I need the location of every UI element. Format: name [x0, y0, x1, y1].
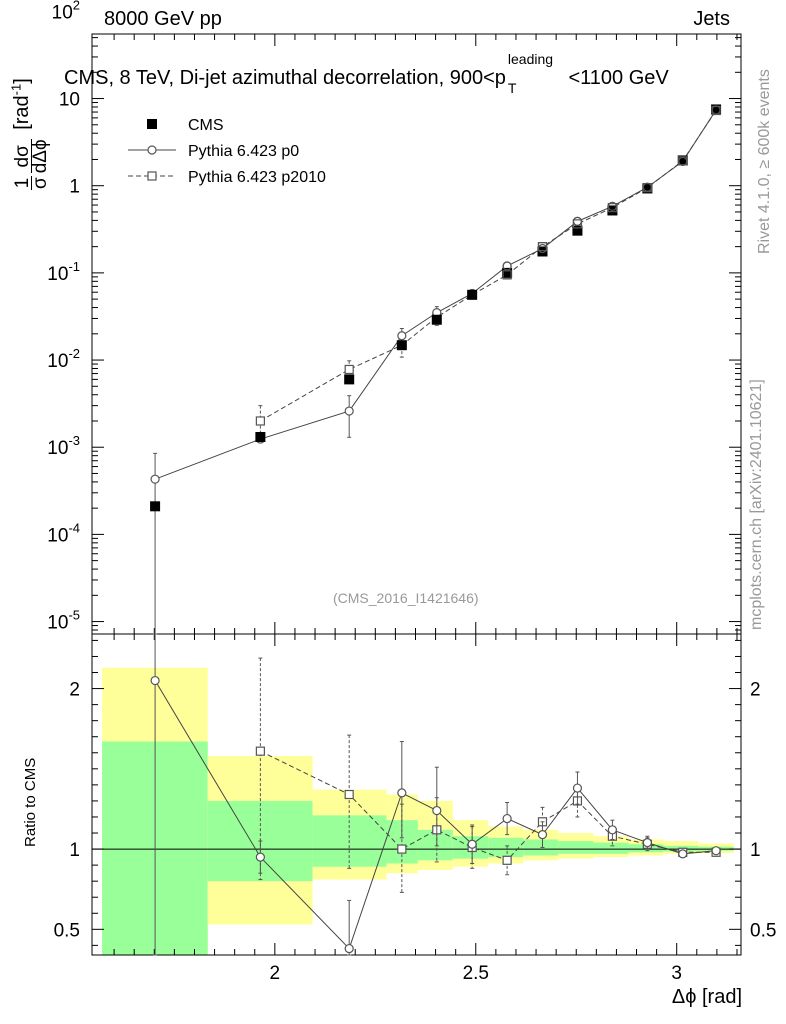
y-tick-label: 1: [69, 177, 80, 198]
cms-point: [711, 104, 722, 115]
ratio-p2010-point: [344, 789, 354, 800]
cms-point: [502, 267, 513, 278]
p2010-point-overlay: [678, 156, 688, 166]
ratio-frame: [91, 633, 742, 956]
cms-point: [537, 246, 548, 257]
legend-label: CMS: [188, 117, 224, 134]
title-main: CMS, 8 TeV, Di-jet azimuthal decorrelati…: [64, 67, 506, 89]
cms-point: [572, 225, 583, 236]
band-inner: [558, 841, 594, 854]
data-series: [150, 104, 722, 956]
cms-point: [467, 289, 478, 300]
p2010-point: [255, 416, 265, 426]
x-tick-label: 2.5: [463, 963, 489, 984]
ratio-y-tick-label-right: 2: [750, 680, 761, 701]
ratio-p0-point: [607, 825, 618, 835]
x-tick-label: 2: [270, 963, 281, 984]
ratio-p0-point: [502, 813, 512, 824]
tick-labels: 2 2.5 3 10-5 10-4 10-3 10-2 10-1 1 10 102 0.5 0.5 1 1 2…: [47, 0, 776, 984]
legend-cms-marker: [147, 119, 157, 129]
cms-point: [642, 183, 653, 194]
process-label: Jets: [693, 8, 730, 30]
y-axis-label-fraction: 1 σ dσ dΔϕ: [11, 139, 51, 190]
p2010-point-overlay: [537, 242, 548, 252]
rivet-label: Rivet 4.1.0, ≥ 600k events: [756, 69, 773, 254]
p0-line: [154, 109, 717, 480]
p0-point: [150, 474, 160, 484]
band-inner: [488, 837, 524, 858]
band-inner: [593, 842, 629, 854]
ratio-p0-point: [255, 852, 265, 862]
legend-p0-marker: [147, 145, 157, 155]
y-tick-label: 10: [59, 90, 80, 111]
title-sub: T: [507, 80, 517, 96]
ratio-p0-point: [150, 675, 160, 686]
cms-point: [344, 374, 355, 385]
ratio-p0-point: [397, 788, 407, 798]
x-tick-label: 3: [671, 963, 682, 984]
ratio-p0-point: [642, 838, 652, 848]
p2010-point-overlay: [711, 105, 721, 116]
ratio-p2010-point: [502, 855, 512, 865]
legend-p2010-marker: [147, 171, 157, 181]
beam-label: 8000 GeV pp: [104, 8, 222, 30]
y-tick-label: 10-4: [47, 520, 80, 546]
cms-point: [396, 340, 407, 351]
ratio-y-axis-label: Ratio to CMS: [22, 757, 39, 847]
y-tick-label: 10-1: [47, 259, 80, 285]
p2010-point-overlay: [502, 270, 512, 280]
ratio-p2010-line: [260, 750, 717, 861]
legend-label: Pythia 6.423 p2010: [188, 169, 326, 186]
title-tail: <1100 GeV: [568, 67, 669, 89]
legend-label: Pythia 6.423 p0: [188, 143, 299, 160]
axis-ticks: [92, 34, 741, 955]
ratio-p0-point: [678, 849, 688, 859]
ratio-p0-point: [467, 839, 477, 849]
ratio-uncertainty-bands: [102, 667, 734, 955]
p0-point: [397, 331, 407, 341]
ratio-p0-point: [711, 846, 721, 856]
y-tick-label: 10-2: [47, 346, 80, 372]
y-axis-label-unit: [rad-1]: [8, 78, 33, 130]
p0-point: [344, 406, 354, 416]
title-sup: leading: [507, 51, 554, 67]
analysis-id-label: (CMS_2016_I1421646): [333, 590, 479, 606]
ratio-p2010-point: [397, 844, 407, 854]
mcplots-label: mcplots.cern.ch [arXiv:2401.10621]: [748, 379, 765, 630]
ratio-p2010-point: [255, 746, 265, 756]
x-axis-label: Δϕ [rad]: [671, 986, 742, 1008]
p2010-point: [344, 364, 354, 375]
ratio-y-tick-label-right: 0.5: [750, 920, 776, 941]
p2010-point-overlay: [607, 203, 618, 213]
p2010-line: [260, 110, 717, 422]
p0-point-overlay: [502, 261, 512, 271]
ratio-p0-point: [537, 830, 548, 840]
y-tick-label: 102: [52, 0, 80, 23]
ratio-y-tick-label: 2: [69, 680, 80, 701]
cms-point: [150, 501, 161, 512]
y-tick-label: 10-3: [47, 433, 80, 459]
ratio-y-tick-label-right: 1: [750, 840, 761, 861]
p2010-point-overlay: [572, 219, 583, 229]
cms-point: [431, 314, 442, 325]
legend: CMS Pythia 6.423 p0 Pythia 6.423 p2010: [128, 117, 326, 186]
cms-point: [677, 155, 688, 166]
chart-title: CMS, 8 TeV, Di-jet azimuthal decorrelati…: [64, 51, 669, 96]
cms-point: [255, 431, 266, 442]
ratio-y-tick-label: 0.5: [54, 920, 80, 941]
ratio-p0-point: [344, 943, 354, 954]
ratio-p0-point: [432, 805, 442, 816]
p2010-point-overlay: [642, 183, 652, 193]
ratio-p0-point: [572, 783, 583, 793]
ratio-y-tick-label: 1: [69, 840, 80, 861]
y-axis-label: 1 σ dσ dΔϕ [rad-1]: [8, 78, 51, 190]
y-tick-label: 10-5: [47, 608, 80, 634]
